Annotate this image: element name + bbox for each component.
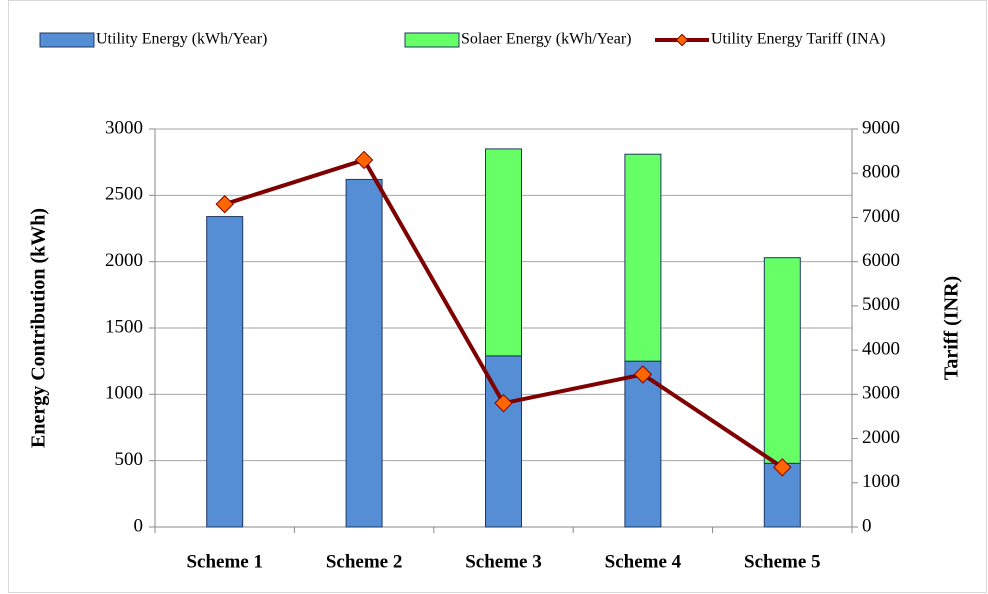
y2-tick-label: 6000: [862, 250, 900, 271]
x-tick-label: Scheme 5: [744, 551, 821, 572]
legend-label: Utility Energy (kWh/Year): [96, 31, 267, 48]
bar: [206, 216, 244, 528]
y-tick-label: 2000: [105, 250, 143, 271]
y2-tick-label: 7000: [862, 206, 900, 227]
y2-tick-label: 8000: [862, 162, 900, 183]
y-tick-label: 0: [134, 515, 144, 536]
marker: [773, 458, 792, 477]
y2-tick-label: 0: [862, 515, 872, 536]
y-tick-label: 2500: [105, 184, 143, 205]
y-tick-label: 500: [115, 449, 144, 470]
y2-tick-label: 4000: [862, 338, 900, 359]
bar: [624, 153, 662, 362]
y2-axis-label: Tariff (INR): [941, 276, 963, 380]
legend-marker: [675, 33, 689, 47]
y2-tick-label: 2000: [862, 427, 900, 448]
x-tick-label: Scheme 4: [605, 551, 682, 572]
y-tick-label: 3000: [105, 117, 143, 138]
y2-tick-label: 9000: [862, 117, 900, 138]
marker: [354, 150, 374, 170]
marker: [494, 393, 513, 413]
legend-label: Utility Energy Tariff (INA): [711, 31, 885, 48]
x-tick-label: Scheme 3: [465, 551, 542, 572]
marker: [215, 194, 234, 214]
marker: [633, 365, 653, 384]
x-tick-label: Scheme 2: [326, 551, 403, 572]
bar: [485, 148, 522, 357]
legend-label: Solaer Energy (kWh/Year): [461, 31, 631, 48]
y-tick-label: 1500: [105, 316, 143, 337]
bar: [763, 257, 801, 464]
y2-tick-label: 1000: [862, 471, 900, 492]
bar: [345, 178, 383, 528]
y-tick-label: 1000: [105, 383, 143, 404]
y2-tick-label: 3000: [862, 383, 900, 404]
legend-swatch: [39, 32, 95, 48]
x-tick-label: Scheme 1: [186, 551, 263, 572]
y-axis-label: Energy Contribution (kWh): [28, 208, 50, 448]
legend-swatch: [404, 32, 460, 48]
y2-tick-label: 5000: [862, 294, 900, 315]
bar: [624, 360, 662, 528]
